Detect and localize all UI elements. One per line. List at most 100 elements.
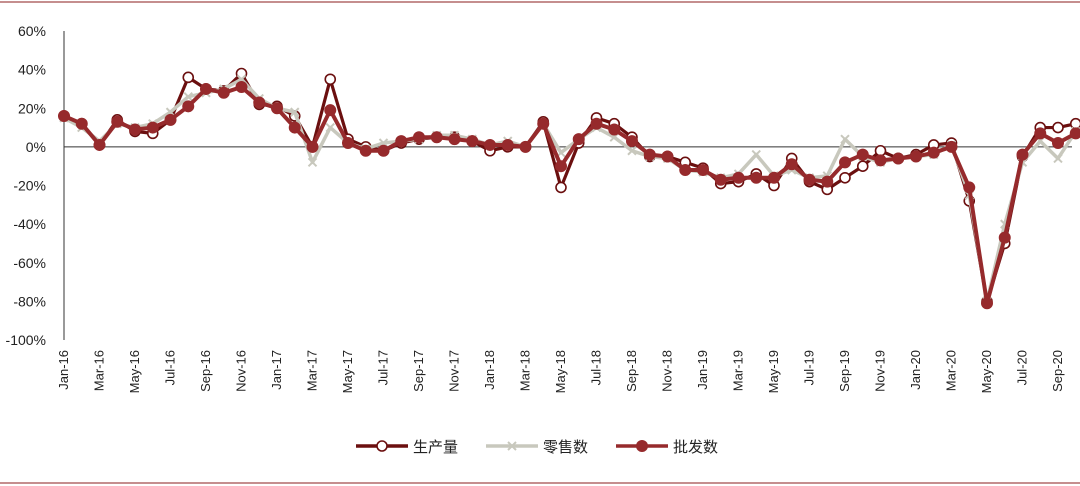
data-point (608, 123, 621, 136)
data-point (874, 154, 887, 167)
x-tick-label: Nov-16 (234, 350, 249, 392)
data-point (555, 181, 567, 194)
data-point (325, 122, 335, 133)
data-point (1034, 127, 1047, 140)
data-point (803, 173, 816, 186)
data-point (183, 91, 193, 102)
series-line (63, 85, 1080, 306)
x-tick-label: Jul-19 (802, 350, 817, 385)
x-tick-label: Mar-18 (518, 350, 533, 391)
series-生产量 (58, 67, 1080, 308)
x-tick-label: Mar-20 (944, 350, 959, 391)
data-point (750, 171, 763, 184)
data-point (785, 158, 798, 171)
data-point (555, 160, 567, 173)
data-point (661, 150, 674, 163)
data-point (146, 121, 159, 134)
data-point (484, 138, 496, 151)
x-tick-label: Jul-18 (589, 350, 604, 385)
data-point (519, 140, 532, 153)
legend-item: 零售数 (486, 438, 588, 456)
data-point (945, 140, 958, 153)
x-tick-label: Jul-16 (163, 350, 178, 385)
data-point (448, 133, 461, 146)
data-point (927, 146, 940, 159)
data-point (93, 138, 106, 151)
y-tick-label: 40% (18, 62, 46, 78)
data-point (590, 117, 603, 130)
data-point (182, 100, 195, 113)
x-tick-label: Mar-16 (92, 350, 107, 391)
y-tick-label: -100% (6, 332, 46, 348)
legend: 生产量 零售数 批发数 (356, 438, 718, 456)
data-point (732, 171, 745, 184)
legend-label: 零售数 (543, 438, 588, 456)
y-tick-label: 60% (18, 23, 46, 39)
x-tick-label: May-20 (979, 350, 994, 393)
legend-item: 批发数 (616, 438, 718, 456)
data-point (981, 297, 993, 310)
x-tick-label: Sep-17 (411, 350, 426, 392)
data-point (840, 134, 850, 144)
data-point (413, 131, 425, 144)
data-point (342, 137, 354, 150)
data-point (856, 160, 869, 172)
legend-marker (376, 440, 388, 452)
legend-label: 生产量 (413, 438, 458, 456)
data-point (182, 71, 195, 84)
x-tick-label: Jan-18 (482, 350, 497, 390)
data-point (1052, 137, 1064, 150)
data-point (839, 171, 851, 184)
data-point (324, 104, 337, 117)
x-tick-label: Sep-20 (1050, 350, 1065, 392)
legend-marker (507, 441, 517, 451)
x-tick-label: Mar-19 (731, 350, 746, 391)
data-point (714, 173, 727, 186)
data-point (377, 144, 390, 157)
series-line (63, 77, 1080, 304)
data-point (359, 144, 372, 157)
data-point (856, 148, 869, 161)
x-tick-label: Jan-16 (56, 350, 71, 390)
data-point (768, 171, 780, 184)
data-point (235, 81, 248, 94)
data-point (1053, 153, 1063, 164)
data-point (217, 86, 230, 99)
x-tick-label: Nov-19 (873, 350, 888, 392)
series-零售数 (59, 74, 1080, 307)
y-tick-label: 20% (18, 100, 46, 116)
legend-marker (636, 440, 648, 452)
data-point (874, 144, 887, 157)
x-tick-label: May-18 (553, 350, 568, 393)
x-tick-label: May-17 (340, 350, 355, 393)
data-point (288, 121, 301, 134)
x-tick-label: Nov-18 (660, 350, 675, 392)
y-tick-label: 0% (26, 139, 46, 155)
data-point (998, 231, 1011, 244)
y-tick-label: -40% (13, 216, 46, 232)
data-point (430, 131, 443, 144)
data-point (537, 117, 550, 130)
series-layer (58, 67, 1080, 310)
data-point (892, 152, 905, 165)
series-批发数 (58, 81, 1080, 310)
data-point (626, 135, 638, 148)
data-point (395, 135, 408, 148)
data-point (253, 96, 266, 109)
y-tick-label: -20% (13, 178, 46, 194)
data-point (751, 149, 761, 160)
data-point (271, 102, 283, 115)
x-tick-label: Jan-20 (908, 350, 923, 390)
data-point (963, 181, 976, 194)
data-point (821, 175, 834, 188)
x-tick-label: Jan-17 (269, 350, 284, 390)
data-point (1016, 148, 1029, 161)
data-point (466, 135, 479, 148)
data-point (164, 113, 177, 126)
data-point (697, 164, 709, 177)
data-point (501, 138, 514, 151)
legend-label: 批发数 (673, 438, 718, 456)
x-tick-label: Mar-17 (305, 350, 320, 391)
data-point (307, 157, 318, 168)
